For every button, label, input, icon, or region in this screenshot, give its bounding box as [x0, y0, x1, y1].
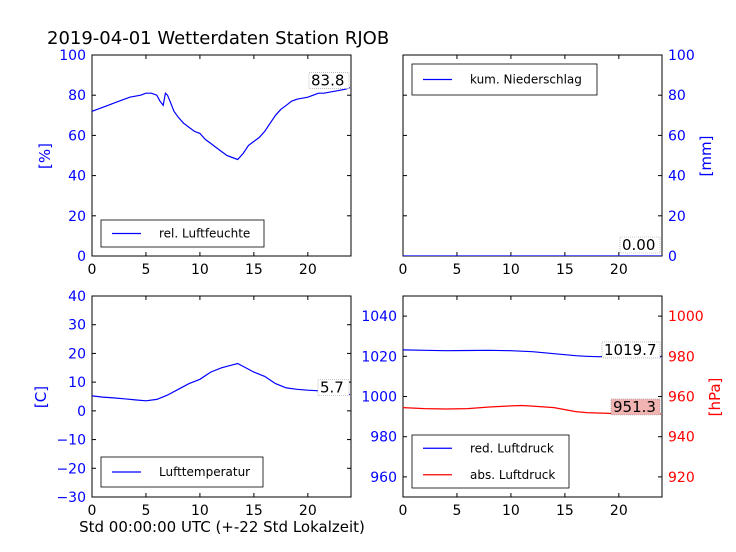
last-value-label: 0.00	[622, 236, 655, 254]
series-line-lufttemperatur	[92, 362, 350, 402]
y-axis-label: [C]	[32, 386, 50, 408]
y-tick-label: 20	[68, 209, 86, 225]
y-tick-label: 20	[68, 346, 86, 362]
x-tick-label: 0	[399, 262, 408, 278]
y-tick-label: 40	[668, 169, 686, 185]
x-tick-label: 20	[610, 503, 628, 519]
last-value-box	[308, 72, 350, 89]
y-tick-label: 40	[68, 289, 86, 305]
y-tick-label: 960	[370, 470, 397, 486]
y-tick-label: 20	[668, 209, 686, 225]
last-value-label: 5.7	[320, 378, 344, 396]
figure-title: 2019-04-01 Wetterdaten Station RJOB	[47, 28, 389, 49]
x-tick-label: 10	[191, 503, 209, 519]
last-value-box	[619, 236, 661, 254]
x-tick-label: 15	[556, 262, 574, 278]
y-tick-label: 0	[77, 249, 86, 265]
y2-tick-label: 1000	[668, 309, 704, 325]
y-tick-label: 40	[68, 169, 86, 185]
y2-tick-label: 980	[668, 349, 695, 365]
y-axis-label: [%]	[36, 143, 54, 169]
x-tick-label: 20	[299, 503, 317, 519]
x-tick-label: 10	[502, 503, 520, 519]
x-tick-label: 15	[245, 503, 263, 519]
panel-temperature: 0 5 10 15 20 −30 −20 −10 0 10 20 30 40 [C] 5.7 Lufttemp…	[32, 289, 352, 519]
y2-tick-label: 960	[668, 390, 695, 406]
series-line-abs-luftdruck	[403, 404, 661, 415]
legend-label: rel. Luftfeuchte	[159, 227, 250, 241]
y-tick-label: −20	[56, 461, 86, 477]
x-tick-label: 0	[88, 503, 97, 519]
y-tick-label: 80	[668, 88, 686, 104]
last-value-label: 951.3	[613, 398, 656, 416]
y-tick-label: 80	[68, 88, 86, 104]
x-tick-label: 15	[245, 262, 263, 278]
x-tick-label: 20	[610, 262, 628, 278]
last-value-box	[317, 379, 350, 396]
series-line-rel-luftfeuchte	[92, 87, 351, 161]
x-tick-label: 15	[556, 503, 574, 519]
y-axis-label: [hPa]	[706, 378, 724, 417]
y-tick-label: 60	[668, 128, 686, 144]
legend-label: Lufttemperatur	[159, 465, 250, 479]
y-axis-label: [mm]	[697, 136, 715, 177]
y-tick-label: 1040	[361, 309, 397, 325]
last-value-box	[601, 341, 661, 359]
y-tick-label: 60	[68, 128, 86, 144]
x-tick-label: 5	[141, 503, 150, 519]
x-tick-label: 5	[452, 262, 461, 278]
x-tick-label: 5	[141, 262, 150, 278]
x-tick-label: 10	[502, 262, 520, 278]
y2-tick-label: 940	[668, 430, 695, 446]
y-tick-label: 0	[77, 404, 86, 420]
legend-label: red. Luftdruck	[470, 441, 554, 455]
y-tick-label: −10	[56, 433, 86, 449]
x-tick-label: 0	[88, 262, 97, 278]
x-tick-label: 10	[191, 262, 209, 278]
y-tick-label: 30	[68, 318, 86, 334]
y-tick-label: 1000	[361, 390, 397, 406]
legend-label: kum. Niederschlag	[470, 73, 582, 87]
x-tick-label: 20	[299, 262, 317, 278]
y-tick-label: 1020	[361, 349, 397, 365]
y-tick-label: 10	[68, 375, 86, 391]
legend-box	[411, 434, 570, 489]
last-value-box	[610, 398, 661, 416]
y-tick-label: 980	[370, 430, 397, 446]
y2-tick-label: 920	[668, 470, 695, 486]
x-axis-label: Std 00:00:00 UTC (+-22 Std Lokalzeit)	[79, 518, 365, 536]
legend-label: abs. Luftdruck	[470, 468, 555, 482]
panel-precipitation: 0 5 10 15 20 0 20 40 60 80 100 [mm] 0.00 kum. Nieders…	[399, 48, 715, 278]
panel-humidity: 0 5 10 15 20 0 20 40 60 80 100 [%] 83.8 rel. Luftfeuc…	[36, 48, 352, 278]
x-tick-label: 0	[399, 503, 408, 519]
last-value-label: 83.8	[311, 72, 344, 90]
last-value-label: 1019.7	[604, 341, 657, 359]
panel-pressure: 0 5 10 15 20 960 980 1000 1020 1040 920 940 960 980 10…	[361, 295, 724, 519]
y-tick-label: 100	[668, 48, 695, 64]
y-tick-label: 100	[59, 48, 86, 64]
y-tick-label: 0	[668, 249, 677, 265]
y-tick-label: −30	[56, 490, 86, 506]
x-tick-label: 5	[452, 503, 461, 519]
